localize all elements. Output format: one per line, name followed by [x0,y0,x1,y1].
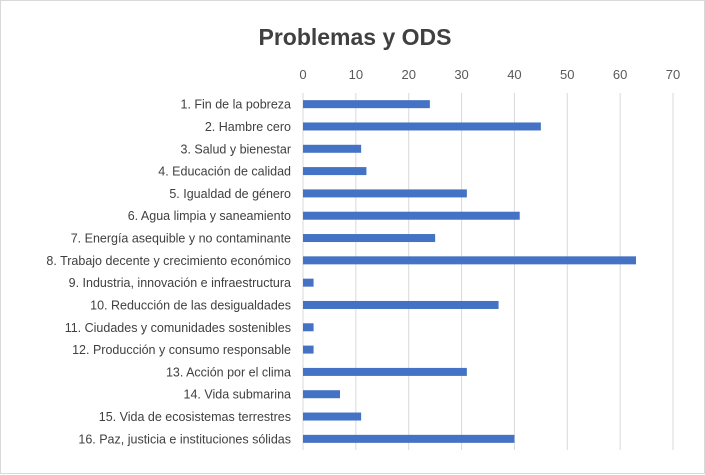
x-tick-label: 0 [299,67,306,82]
x-tick-label: 60 [613,67,627,82]
bars [303,100,636,443]
bar [303,144,362,153]
category-label: 10. Reducción de las desigualdades [90,298,291,312]
category-label: 8. Trabajo decente y crecimiento económi… [46,254,291,268]
bar [303,345,314,354]
bar [303,434,515,443]
x-tick-label: 30 [454,67,468,82]
x-tick-label: 70 [666,67,680,82]
category-label: 16. Paz, justicia e instituciones sólida… [78,432,291,446]
category-label: 7. Energía asequible y no contaminante [71,232,291,246]
category-label: 12. Producción y consumo responsable [72,343,291,357]
bar [303,100,430,109]
bar [303,300,499,309]
bar [303,323,314,332]
bar [303,189,467,198]
bar [303,122,541,131]
category-label: 11. Ciudades y comunidades sostenibles [65,321,291,335]
bar [303,211,520,220]
chart-title: Problemas y ODS [258,24,451,50]
category-label: 5. Igualdad de género [169,187,291,201]
bar [303,278,314,287]
x-tick-label: 10 [349,67,363,82]
category-label: 14. Vida submarina [184,388,292,402]
bar [303,367,467,376]
category-label: 9. Industria, innovación e infraestructu… [69,276,291,290]
bar [303,256,636,265]
category-labels: 1. Fin de la pobreza 2. Hambre cero 3. Sal… [46,98,291,447]
x-axis-tick-labels: 0 10 20 30 40 50 60 70 [299,67,680,82]
category-label: 4. Educación de calidad [158,165,291,179]
x-tick-label: 40 [507,67,521,82]
x-tick-label: 50 [560,67,574,82]
category-label: 13. Acción por el clima [166,365,291,379]
bar [303,234,436,243]
category-label: 3. Salud y bienestar [181,142,292,156]
category-label: 15. Vida de ecosistemas terrestres [99,410,291,424]
category-label: 1. Fin de la pobreza [181,98,292,112]
bar [303,167,367,176]
category-label: 2. Hambre cero [205,120,291,134]
bar [303,390,340,399]
x-tick-label: 20 [401,67,415,82]
category-label: 6. Agua limpia y saneamiento [128,209,291,223]
bar [303,412,362,421]
